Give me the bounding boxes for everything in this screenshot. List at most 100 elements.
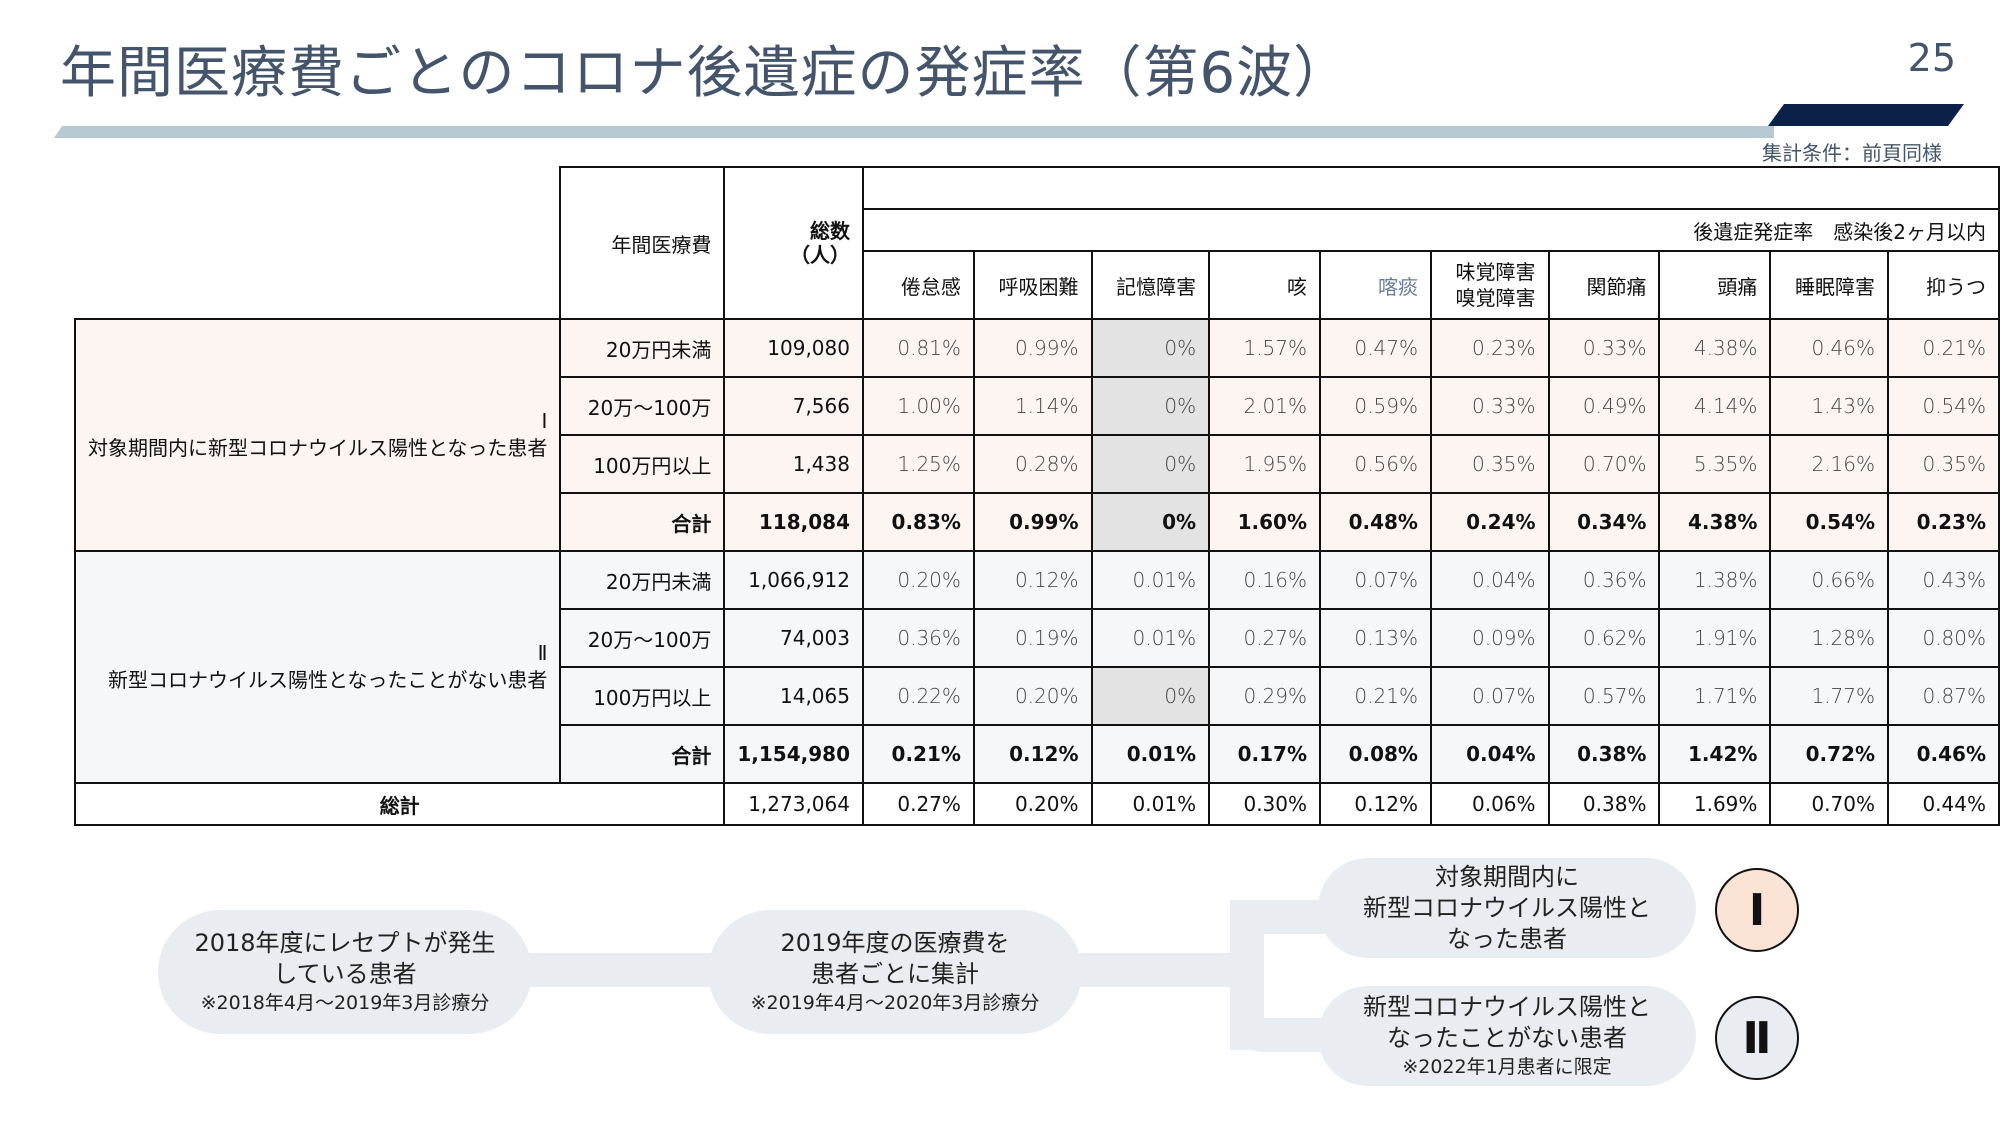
rate-cell: 1.71% bbox=[1658, 666, 1772, 726]
flow-branch-positive: 対象期間内に 新型コロナウイルス陽性と なった患者 bbox=[1318, 858, 1696, 958]
rate-cell: 0.35% bbox=[1886, 434, 2000, 494]
title-underline-bar bbox=[54, 126, 1774, 138]
column-header: 睡眠障害 bbox=[1769, 250, 1889, 320]
rate-cell: 1.43% bbox=[1769, 376, 1889, 436]
rate-cell: 4.14% bbox=[1658, 376, 1772, 436]
rate-cell: 0.70% bbox=[1547, 434, 1661, 494]
branch1-line3: なった患者 bbox=[1447, 924, 1567, 953]
rate-cell: 0.21% bbox=[1319, 666, 1432, 726]
total-persons: 74,003 bbox=[723, 608, 864, 668]
page-title: 年間医療費ごとのコロナ後遺症の発症率（第6波） bbox=[60, 41, 1351, 106]
rate-cell: 0.47% bbox=[1319, 318, 1432, 378]
column-header: 記憶障害 bbox=[1090, 250, 1211, 320]
cost-bracket: 合計 bbox=[559, 724, 726, 784]
rate-cell: 0.27% bbox=[1208, 608, 1322, 668]
group-mark-1-badge: Ⅰ bbox=[1715, 868, 1799, 952]
incidence-table: 年間医療費 総数 （人） 後遺症発症率 感染後2ヶ月以内 倦怠感 呼吸困難 記憶障害… bbox=[73, 166, 2000, 826]
rate-cell: 0.57% bbox=[1547, 666, 1661, 726]
rate-cell: 0.24% bbox=[1429, 492, 1550, 552]
rate-cell: 0.21% bbox=[1886, 318, 2000, 378]
rate-cell: 0.29% bbox=[1208, 666, 1322, 726]
grand-total-rate: 0.06% bbox=[1429, 782, 1550, 826]
rate-cell: 2.16% bbox=[1769, 434, 1889, 494]
rate-cell: 1.77% bbox=[1769, 666, 1889, 726]
header-total-line2: （人） bbox=[789, 243, 850, 267]
grand-total-rate: 0.27% bbox=[861, 782, 975, 826]
rate-cell: 0.36% bbox=[1547, 550, 1661, 610]
rate-cell: 0.35% bbox=[1429, 434, 1550, 494]
rate-cell: 0.46% bbox=[1769, 318, 1889, 378]
branch1-line1: 対象期間内に bbox=[1435, 862, 1579, 891]
rate-cell: 0.07% bbox=[1319, 550, 1432, 610]
table-row: 合計 118,084 0.83% 0.99% 0% 1.60% 0.48% 0.24% 0.34… bbox=[75, 492, 2000, 552]
rate-cell: 0.16% bbox=[1208, 550, 1322, 610]
total-persons: 1,066,912 bbox=[723, 550, 864, 610]
rate-cell: 0.56% bbox=[1319, 434, 1432, 494]
rate-cell: 0.04% bbox=[1429, 724, 1550, 784]
rate-cell: 1.42% bbox=[1658, 724, 1772, 784]
rate-cell: 0.34% bbox=[1547, 492, 1661, 552]
column-header: 関節痛 bbox=[1547, 250, 1661, 320]
step1-line2: している患者 bbox=[273, 960, 417, 988]
cost-bracket: 20万～100万 bbox=[559, 376, 726, 436]
rate-cell: 1.57% bbox=[1208, 318, 1322, 378]
rate-cell: 0.09% bbox=[1429, 608, 1550, 668]
rate-cell: 0.08% bbox=[1319, 724, 1432, 784]
column-header-line: 嗅覚障害 bbox=[1455, 286, 1536, 310]
table-row: Ⅱ 新型コロナウイルス陽性となったことがない患者 20万円未満 1,066,912 0.… bbox=[73, 550, 2000, 784]
table-corner-blank bbox=[75, 167, 560, 319]
group-mark: Ⅰ bbox=[541, 409, 548, 433]
connector-branch-vertical bbox=[1230, 900, 1264, 1050]
rate-cell: 0% bbox=[1090, 666, 1211, 726]
grand-total-rate: 0.30% bbox=[1208, 782, 1322, 826]
grand-total-rate: 0.12% bbox=[1319, 782, 1432, 826]
rate-cell: 0.12% bbox=[972, 550, 1093, 610]
total-persons: 14,065 bbox=[723, 666, 864, 726]
rate-cell: 0.12% bbox=[972, 724, 1093, 784]
rate-cell: 0.72% bbox=[1769, 724, 1889, 784]
rate-cell: 0.48% bbox=[1319, 492, 1432, 552]
rate-cell: 0.80% bbox=[1886, 608, 2000, 668]
grand-total-label: 総計 bbox=[73, 782, 726, 826]
rate-cell: 0.07% bbox=[1429, 666, 1550, 726]
total-persons: 1,154,980 bbox=[723, 724, 864, 784]
flow-step-receipt-patients: 2018年度にレセプトが発生 している患者 ※2018年4月～2019年3月診療… bbox=[158, 910, 532, 1034]
rate-cell: 0% bbox=[1090, 492, 1211, 552]
rate-cell: 0.22% bbox=[861, 666, 975, 726]
column-header: 咳 bbox=[1208, 250, 1322, 320]
rate-cell: 1.95% bbox=[1208, 434, 1322, 494]
table-row: 100万円以上 1,438 1.25% 0.28% 0% 1.95% 0.56% 0.35% 0… bbox=[75, 434, 2000, 494]
rate-cell: 1.14% bbox=[972, 376, 1093, 436]
title-accent-bar bbox=[1768, 104, 1964, 126]
rate-cell: 0.99% bbox=[972, 318, 1093, 378]
step2-line1: 2019年度の医療費を bbox=[780, 929, 1010, 957]
rate-cell: 0.83% bbox=[861, 492, 975, 552]
table-row: 100万円以上 14,065 0.22% 0.20% 0% 0.29% 0.21% 0.07%… bbox=[75, 666, 2000, 726]
rate-cell: 0.54% bbox=[1886, 376, 2000, 436]
rate-cell: 1.25% bbox=[861, 434, 975, 494]
step2-line2: 患者ごとに集計 bbox=[811, 960, 979, 988]
total-persons: 118,084 bbox=[723, 492, 864, 552]
flow-branch-never-positive: 新型コロナウイルス陽性と なったことがない患者 ※2022年1月患者に限定 bbox=[1318, 986, 1696, 1086]
rate-cell: 0.01% bbox=[1090, 724, 1211, 784]
cost-bracket: 20万～100万 bbox=[559, 608, 726, 668]
rate-cell: 0.01% bbox=[1090, 608, 1211, 668]
rate-cell: 0.66% bbox=[1769, 550, 1889, 610]
cost-bracket: 20万円未満 bbox=[559, 318, 726, 378]
rate-cell: 1.00% bbox=[861, 376, 975, 436]
total-persons: 1,438 bbox=[723, 434, 864, 494]
grand-total-rate: 0.01% bbox=[1090, 782, 1211, 826]
rate-cell: 1.38% bbox=[1658, 550, 1772, 610]
rate-cell: 0.87% bbox=[1886, 666, 2000, 726]
flow-step-aggregate-cost: 2019年度の医療費を 患者ごとに集計 ※2019年4月～2020年3月診療分 bbox=[708, 910, 1082, 1034]
rate-cell: 0% bbox=[1090, 434, 1211, 494]
table-row: 20万～100万 7,566 1.00% 1.14% 0% 2.01% 0.59% 0.33%… bbox=[75, 376, 2000, 436]
total-persons: 109,080 bbox=[723, 318, 864, 378]
rate-cell: 0.13% bbox=[1319, 608, 1432, 668]
column-header: 抑うつ bbox=[1886, 250, 2000, 320]
cost-bracket: 100万円以上 bbox=[559, 666, 726, 726]
grand-total-rate: 0.20% bbox=[972, 782, 1093, 826]
rate-cell: 0.17% bbox=[1208, 724, 1322, 784]
group-label-text: 新型コロナウイルス陽性となったことがない患者 bbox=[108, 668, 548, 692]
rate-cell: 0.49% bbox=[1547, 376, 1661, 436]
